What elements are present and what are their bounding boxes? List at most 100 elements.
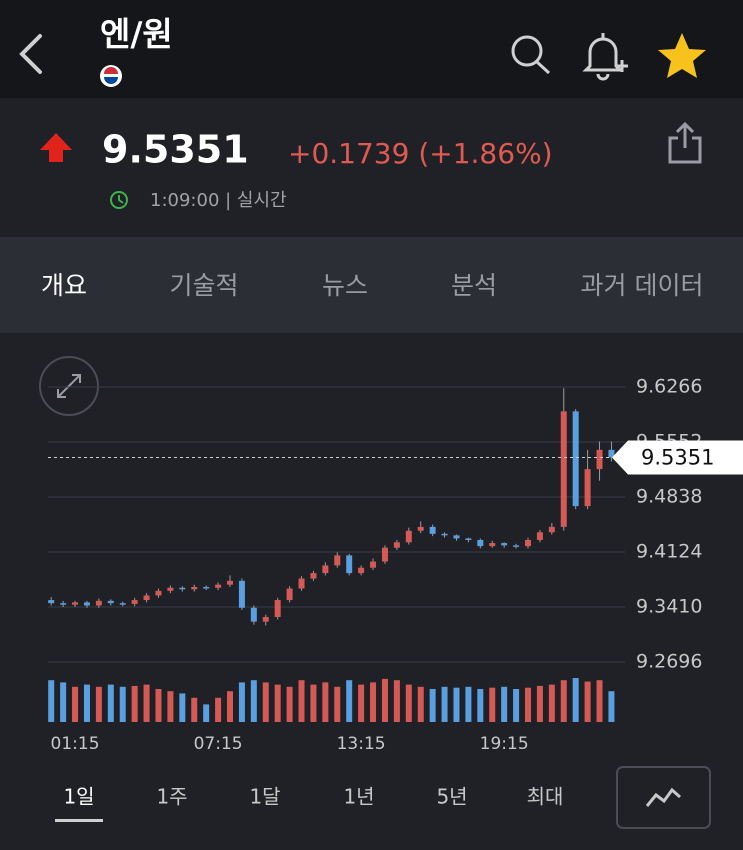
- volume-bar: [417, 686, 424, 722]
- volume-bar: [203, 704, 210, 722]
- alert-button[interactable]: [582, 33, 628, 81]
- volume-bar: [107, 684, 114, 722]
- candle-body: [250, 607, 257, 622]
- volume-bar: [560, 680, 567, 722]
- candle-body: [203, 586, 210, 589]
- volume-bar: [358, 684, 365, 722]
- y-tick-label: 9.4838: [636, 486, 702, 508]
- volume-bar: [405, 684, 412, 722]
- volume-bar: [48, 680, 55, 722]
- volume-bar: [119, 686, 126, 722]
- current-price-tag: [612, 440, 743, 475]
- volume-bar: [381, 678, 388, 722]
- volume-bar: [536, 685, 543, 722]
- candle-body: [131, 600, 138, 604]
- top-bar: [0, 0, 743, 98]
- range-button[interactable]: 1일: [63, 785, 94, 809]
- range-button[interactable]: 최대: [527, 785, 564, 809]
- volume-bar: [238, 682, 245, 722]
- y-tick-label: 9.6266: [636, 376, 702, 398]
- volume-bar: [334, 686, 341, 722]
- volume-bar: [393, 680, 400, 722]
- back-button[interactable]: [19, 34, 42, 74]
- range-button[interactable]: 1년: [343, 785, 374, 809]
- flag-icon: [100, 65, 122, 87]
- candle-body: [155, 590, 162, 596]
- candle-body: [596, 449, 603, 470]
- volume-bar: [513, 689, 520, 722]
- volume-bar: [322, 682, 329, 722]
- candle-body: [477, 539, 484, 547]
- candle-body: [191, 586, 198, 590]
- share-button[interactable]: [668, 121, 702, 164]
- range-button[interactable]: 1달: [249, 785, 280, 809]
- title: 엔/원: [100, 15, 173, 54]
- candle-body: [608, 449, 615, 458]
- volume-bar: [83, 684, 90, 722]
- x-tick-label: 19:15: [480, 734, 529, 754]
- candle-body: [465, 538, 472, 540]
- range-button[interactable]: 5년: [436, 785, 467, 809]
- volume-bar: [310, 684, 317, 722]
- update-time: 1:09:00 | 실시간: [150, 190, 287, 211]
- candle-body: [453, 535, 460, 539]
- candle-body: [262, 617, 269, 622]
- expand-button[interactable]: [39, 356, 99, 416]
- volume-bar: [489, 687, 496, 722]
- volume-bar: [548, 684, 555, 722]
- candle-body: [60, 603, 67, 605]
- candle-body: [274, 600, 281, 618]
- candle-body: [358, 567, 365, 574]
- search-button[interactable]: [511, 35, 551, 75]
- candle-body: [167, 587, 174, 591]
- candle-body: [513, 545, 520, 547]
- tab[interactable]: 뉴스: [322, 271, 368, 300]
- range-underline: [55, 819, 103, 822]
- candle-body: [560, 411, 567, 527]
- tab-bar: [0, 237, 743, 333]
- tab[interactable]: 기술적: [169, 271, 238, 300]
- volume-bar: [143, 684, 150, 722]
- volume-bar: [477, 689, 484, 722]
- y-tick-label: 9.4124: [636, 541, 702, 563]
- y-tick-label: 9.3410: [636, 596, 702, 618]
- favorite-button[interactable]: [658, 33, 706, 78]
- volume-bar: [298, 680, 305, 722]
- candle-body: [95, 600, 102, 606]
- candle-body: [572, 411, 579, 507]
- candle-body: [441, 533, 448, 536]
- candle-body: [83, 602, 90, 606]
- volume-bar: [227, 691, 233, 722]
- volume-bar: [262, 682, 269, 722]
- candle-body: [489, 543, 496, 547]
- volume-bar: [441, 686, 448, 722]
- range-button[interactable]: 1주: [156, 785, 187, 809]
- tab[interactable]: 개요: [41, 271, 87, 300]
- x-tick-label: 13:15: [337, 734, 386, 754]
- volume-bar: [179, 693, 186, 722]
- y-tick-label: 9.2696: [636, 651, 702, 673]
- quote-panel: [0, 98, 743, 237]
- volume-bar: [608, 691, 615, 722]
- candle-body: [334, 555, 341, 566]
- tab[interactable]: 과거 데이터: [581, 271, 704, 300]
- volume-bar: [131, 685, 138, 722]
- volume-bar: [167, 691, 174, 722]
- candle-body: [227, 580, 233, 585]
- candle-body: [429, 526, 436, 534]
- chart-type-button[interactable]: [616, 766, 711, 829]
- chart: 9.26969.34109.41249.48389.55529.626601:1…: [48, 376, 743, 754]
- tab[interactable]: 분석: [451, 271, 497, 300]
- candle-body: [179, 587, 186, 590]
- current-price-label: 9.5351: [641, 445, 714, 469]
- price: 9.5351: [102, 128, 249, 172]
- volume-bar: [155, 689, 162, 722]
- candle-body: [119, 603, 126, 605]
- x-tick-label: 07:15: [194, 734, 243, 754]
- candle-body: [381, 547, 388, 562]
- volume-bar: [453, 687, 460, 722]
- candle-body: [72, 602, 79, 605]
- price-change: +0.1739 (+1.86%): [288, 137, 553, 170]
- x-tick-label: 01:15: [51, 734, 100, 754]
